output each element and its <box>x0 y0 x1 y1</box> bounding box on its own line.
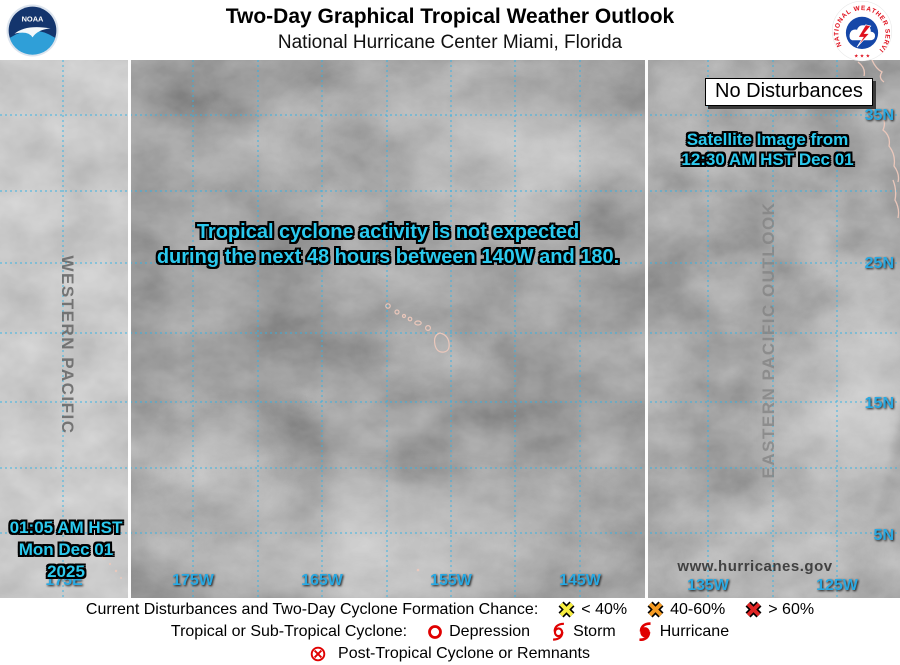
lon-label-145w: 145W <box>559 572 601 589</box>
x-orange-icon <box>647 601 664 618</box>
noaa-logo: NOAA <box>6 4 59 57</box>
hurricane-symbol-icon <box>636 622 654 641</box>
chance-gt60: > 60% <box>745 601 814 619</box>
region-label-eastern-pacific-outlook: EASTERN PACIFIC OUTLOOK <box>759 201 778 479</box>
legend: Current Disturbances and Two-Day Cyclone… <box>0 598 900 665</box>
hawaiian-islands <box>385 303 450 353</box>
coastlines <box>857 60 900 219</box>
depression-item: Depression <box>427 623 530 641</box>
lat-label-5n: 5N <box>873 527 894 544</box>
satellite-caption: Satellite Image from 12:30 AM HST Dec 01 <box>640 130 895 170</box>
issued-time-line1: 01:05 AM HST <box>9 518 123 537</box>
header: NOAA Two-Day Graphical Tropical Weather … <box>0 0 900 62</box>
lat-label-15n: 15N <box>864 395 894 412</box>
legend-row-post-tropical: Post-Tropical Cyclone or Remnants <box>0 643 900 664</box>
issued-time-line2: Mon Dec 01 2025 <box>18 540 114 581</box>
cyclone-types-label: Tropical or Sub-Tropical Cyclone: <box>170 622 408 640</box>
lon-label-155w: 155W <box>430 572 472 589</box>
post-tropical-label: Post-Tropical Cyclone or Remnants <box>338 644 590 662</box>
x-red-icon <box>745 601 762 618</box>
chance-40-60: 40-60% <box>647 601 725 619</box>
panel-divider <box>128 60 131 598</box>
issued-time: 01:05 AM HST Mon Dec 01 2025 <box>0 517 132 583</box>
storm-symbol-icon <box>550 622 567 641</box>
nws-logo: NATIONAL WEATHER SERVICE ★ ★ ★ <box>831 0 893 62</box>
satellite-map: WESTERN PACIFIC EASTERN PACIFIC OUTLOOK … <box>0 60 900 598</box>
outlook-message: Tropical cyclone activity is not expecte… <box>128 220 648 270</box>
post-tropical-item: Post-Tropical Cyclone or Remnants <box>310 645 590 663</box>
lon-label-165w: 165W <box>301 572 343 589</box>
legend-row-formation-chance: Current Disturbances and Two-Day Cyclone… <box>0 599 900 620</box>
storm-item: Storm <box>550 622 616 641</box>
hurricane-label: Hurricane <box>659 622 730 640</box>
panel-divider <box>645 60 648 598</box>
chance-lt40-label: < 40% <box>581 600 628 618</box>
lon-label-175w: 175W <box>172 572 214 589</box>
website-watermark: www.hurricanes.gov <box>677 558 833 575</box>
satellite-caption-line1: Satellite Image from <box>686 130 849 149</box>
small-islands <box>102 556 420 579</box>
satellite-imagery <box>0 60 900 598</box>
storm-label: Storm <box>573 622 616 640</box>
hurricane-item: Hurricane <box>636 622 729 641</box>
x-yellow-icon <box>558 601 575 618</box>
circle-x-icon <box>310 646 326 662</box>
outlook-message-line1: Tropical cyclone activity is not expecte… <box>196 221 580 243</box>
depression-label: Depression <box>449 622 531 640</box>
lat-label-25n: 25N <box>864 255 894 272</box>
legend-row-cyclone-types: Tropical or Sub-Tropical Cyclone: Depres… <box>0 621 900 642</box>
chance-gt60-label: > 60% <box>768 600 815 618</box>
lat-label-35n: 35N <box>864 107 894 124</box>
noaa-logo-text: NOAA <box>22 14 44 23</box>
no-disturbances-box: No Disturbances <box>705 78 873 106</box>
lon-label-125w: 125W <box>816 577 858 594</box>
chance-40-60-label: 40-60% <box>670 600 726 618</box>
lon-label-135w: 135W <box>687 577 729 594</box>
page-subtitle: National Hurricane Center Miami, Florida <box>277 32 623 53</box>
lon-label-175e: 175E <box>45 572 83 589</box>
satellite-caption-line2: 12:30 AM HST Dec 01 <box>681 150 854 169</box>
depression-circle-icon <box>427 624 443 640</box>
region-label-western-pacific: WESTERN PACIFIC <box>58 255 77 435</box>
outlook-message-line2: during the next 48 hours between 140W an… <box>156 246 620 268</box>
nws-stars: ★ ★ ★ <box>854 54 871 60</box>
page-title: Two-Day Graphical Tropical Weather Outlo… <box>225 5 675 28</box>
chance-lt40: < 40% <box>558 601 627 619</box>
formation-chance-label: Current Disturbances and Two-Day Cyclone… <box>85 600 539 618</box>
